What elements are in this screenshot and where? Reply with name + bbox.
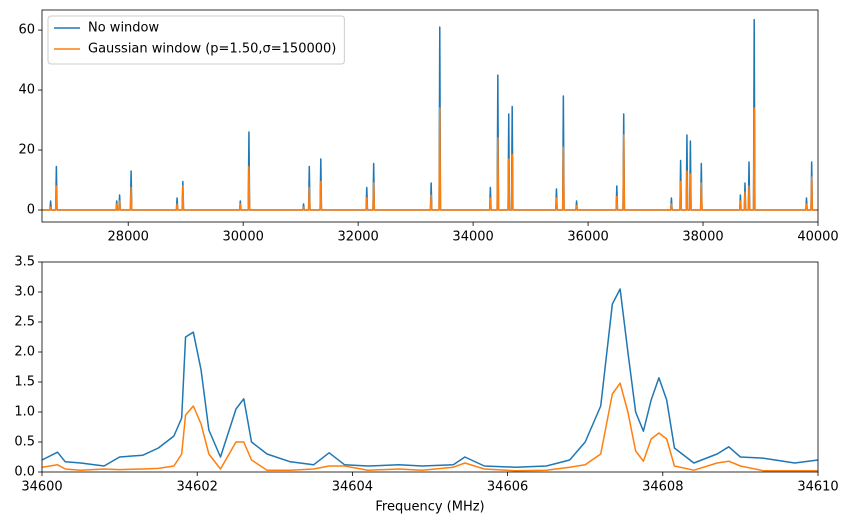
y-tick-label: 0.5 <box>14 435 35 450</box>
x-tick-label: 28000 <box>108 230 149 245</box>
axes-frame <box>41 9 819 223</box>
x-axis-label: Frequency (MHz) <box>375 500 484 515</box>
y-tick-label: 1.0 <box>14 405 35 420</box>
legend-label: No window <box>88 21 159 36</box>
y-tick-label: 20 <box>18 143 35 158</box>
legend-box <box>47 15 345 65</box>
x-tick-label: 36000 <box>567 230 608 245</box>
x-tick-label: 34606 <box>487 480 528 495</box>
x-tick-label: 40000 <box>797 230 838 245</box>
y-tick-label: 1.5 <box>14 375 35 390</box>
x-tick-label: 34000 <box>452 230 493 245</box>
x-tick-label: 32000 <box>337 230 378 245</box>
y-tick-label: 3.5 <box>14 255 35 270</box>
y-tick-label: 2.5 <box>14 315 35 330</box>
x-tick-label: 34602 <box>177 480 218 495</box>
axes-frame <box>41 261 819 473</box>
y-tick-label: 3.0 <box>14 285 35 300</box>
y-tick-label: 0 <box>27 203 35 218</box>
x-tick-label: 38000 <box>682 230 723 245</box>
y-tick-label: 60 <box>18 23 35 38</box>
y-tick-label: 0.0 <box>14 465 35 480</box>
series-line <box>41 382 818 472</box>
x-tick-label: 34610 <box>797 480 838 495</box>
x-tick-label: 30000 <box>223 230 264 245</box>
x-tick-label: 34604 <box>332 480 373 495</box>
y-tick-label: 2.0 <box>14 345 35 360</box>
series-line <box>41 288 819 468</box>
legend-label: Gaussian window (p=1.50,σ=150000) <box>88 42 336 57</box>
series-line <box>42 107 818 211</box>
x-tick-label: 34600 <box>21 480 62 495</box>
y-tick-label: 40 <box>18 83 35 98</box>
x-tick-label: 34608 <box>642 480 683 495</box>
legend: No window Gaussian window (p=1.50,σ=15000… <box>47 15 345 65</box>
